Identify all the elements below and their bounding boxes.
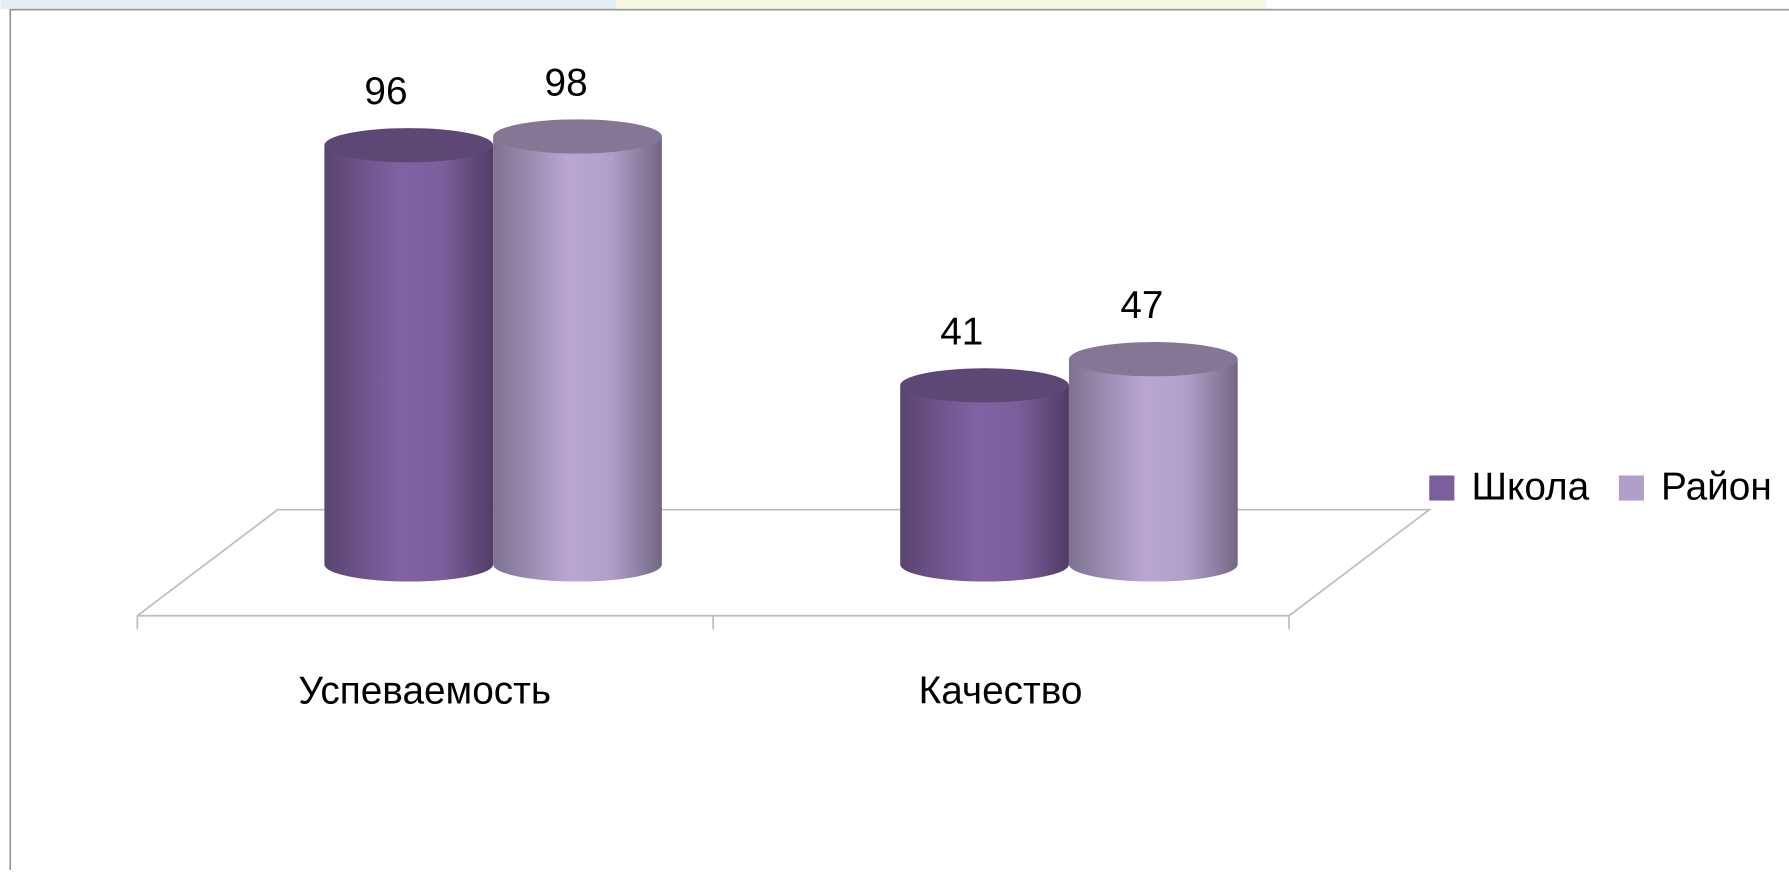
cylinder <box>324 145 494 582</box>
chart-frame <box>9 8 1789 875</box>
background-strip <box>616 0 1267 10</box>
cylinder-top <box>1068 342 1238 377</box>
legend-swatch <box>1429 475 1455 501</box>
data-label: 96 <box>364 70 407 113</box>
legend-swatch <box>1618 475 1644 501</box>
data-label: 98 <box>545 61 588 104</box>
cylinder <box>900 385 1069 582</box>
cylinder <box>493 136 662 582</box>
cylinder-top <box>324 128 494 163</box>
cylinder-top <box>900 368 1069 403</box>
x-tick-label: Успеваемость <box>298 669 551 712</box>
legend-label: Школа <box>1471 465 1589 508</box>
floor-outline <box>136 508 1432 617</box>
floor <box>136 508 1432 630</box>
data-label: 47 <box>1120 284 1163 327</box>
data-label: 41 <box>940 310 983 353</box>
legend-label: Район <box>1661 465 1772 508</box>
x-tick-label: Качество <box>919 669 1083 712</box>
background-strip <box>0 0 617 10</box>
cylinder-top <box>493 119 662 154</box>
cylinder <box>1068 359 1238 582</box>
